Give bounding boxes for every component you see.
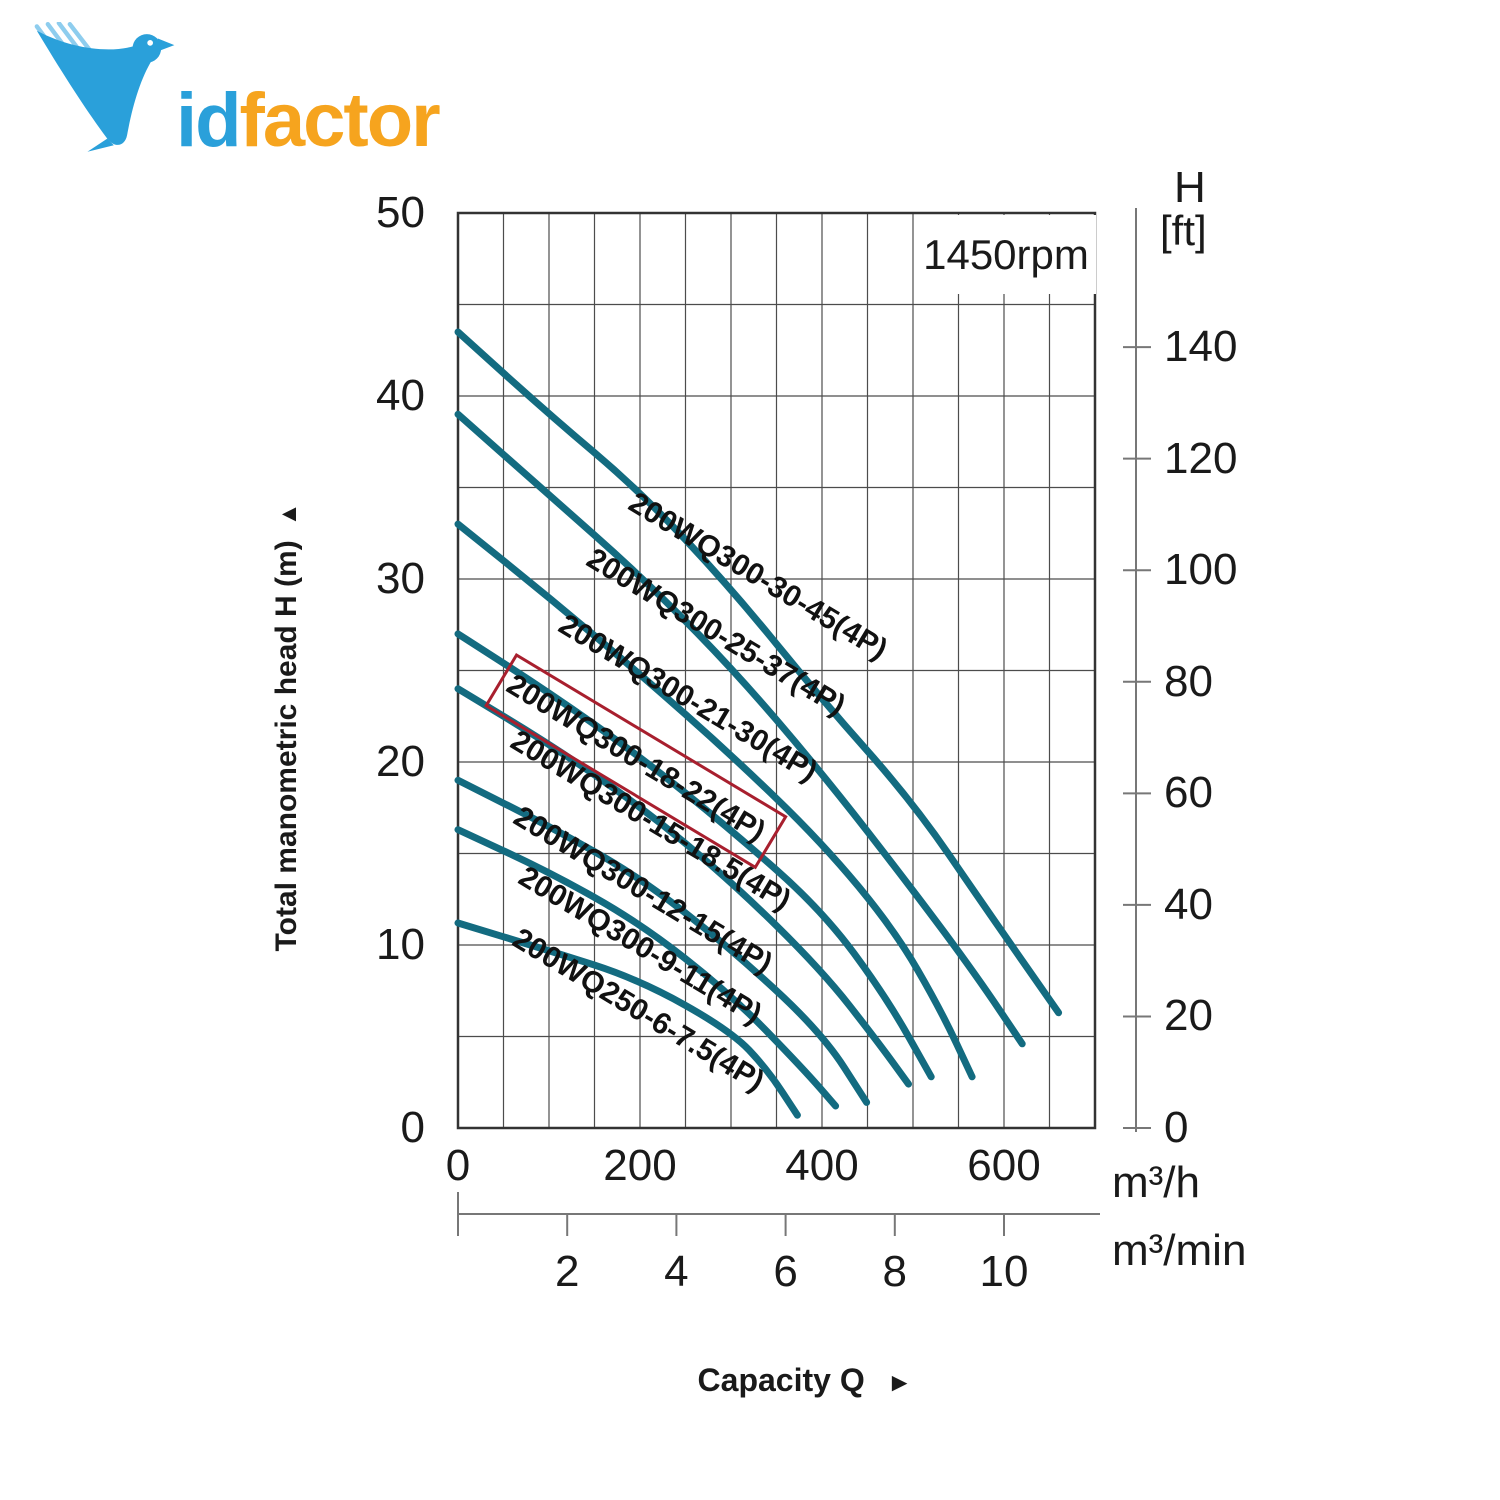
y-tick-label: 20 <box>376 737 425 786</box>
x-tick-label: 200 <box>603 1141 677 1190</box>
x-axis-title-text: Capacity Q <box>697 1362 865 1398</box>
plot-border <box>456 211 1097 1130</box>
y-axis-title-text: Total manometric head H (m) <box>270 540 303 952</box>
bird-icon <box>30 20 190 159</box>
pump-curve <box>454 520 976 1081</box>
ft-tick-label: 100 <box>1164 545 1238 595</box>
pump-curve <box>454 630 935 1081</box>
x2-tick-label: 10 <box>979 1247 1029 1296</box>
x2-tick-label: 2 <box>554 1247 580 1296</box>
ft-tick-label: 20 <box>1164 991 1213 1041</box>
unit-label-m3h: m³/h <box>1112 1158 1200 1207</box>
ft-tick-label: 120 <box>1164 433 1238 483</box>
x-tick-label: 0 <box>445 1141 471 1190</box>
up-arrow-icon: ▲ <box>275 502 302 527</box>
vidfactor-logo: id factor <box>30 20 441 163</box>
x2-tick-label: 6 <box>773 1247 798 1296</box>
right-axis-ft-label: [ft] <box>1160 207 1207 254</box>
pump-curve <box>454 328 1063 1017</box>
ft-tick-label: 40 <box>1164 879 1213 929</box>
y-tick-label: 50 <box>376 188 425 237</box>
brand-text-blue: id <box>176 78 242 163</box>
ft-tick-label: 0 <box>1164 1103 1189 1152</box>
ft-tick-label: 140 <box>1164 322 1238 372</box>
y-axis-title: Total manometric head H (m) ▲ <box>270 367 304 1087</box>
ft-tick-label: 80 <box>1164 656 1213 706</box>
y-tick-label: 0 <box>400 1103 425 1152</box>
pump-curve <box>454 685 912 1088</box>
y-tick-label: 10 <box>376 920 425 969</box>
pump-curve <box>454 776 871 1106</box>
unit-label-m3min: m³/min <box>1112 1226 1247 1275</box>
rpm-label: 1450rpm <box>916 215 1096 294</box>
right-arrow-icon: ► <box>886 1367 913 1397</box>
ft-tick-label: 60 <box>1164 768 1213 818</box>
x-tick-label: 600 <box>967 1141 1041 1190</box>
y-tick-label: 30 <box>376 554 425 603</box>
x-axis-title: Capacity Q ► <box>595 1362 1015 1399</box>
right-axis-h-label: H <box>1174 163 1206 212</box>
brand-text-orange: factor <box>239 78 441 163</box>
pump-curve <box>454 826 840 1110</box>
x2-tick-label: 4 <box>664 1247 689 1296</box>
x2-tick-label: 8 <box>882 1247 908 1296</box>
pump-curve <box>454 919 801 1119</box>
y-tick-label: 40 <box>376 371 425 420</box>
x-tick-label: 400 <box>785 1141 859 1190</box>
pump-curve <box>454 410 1026 1048</box>
